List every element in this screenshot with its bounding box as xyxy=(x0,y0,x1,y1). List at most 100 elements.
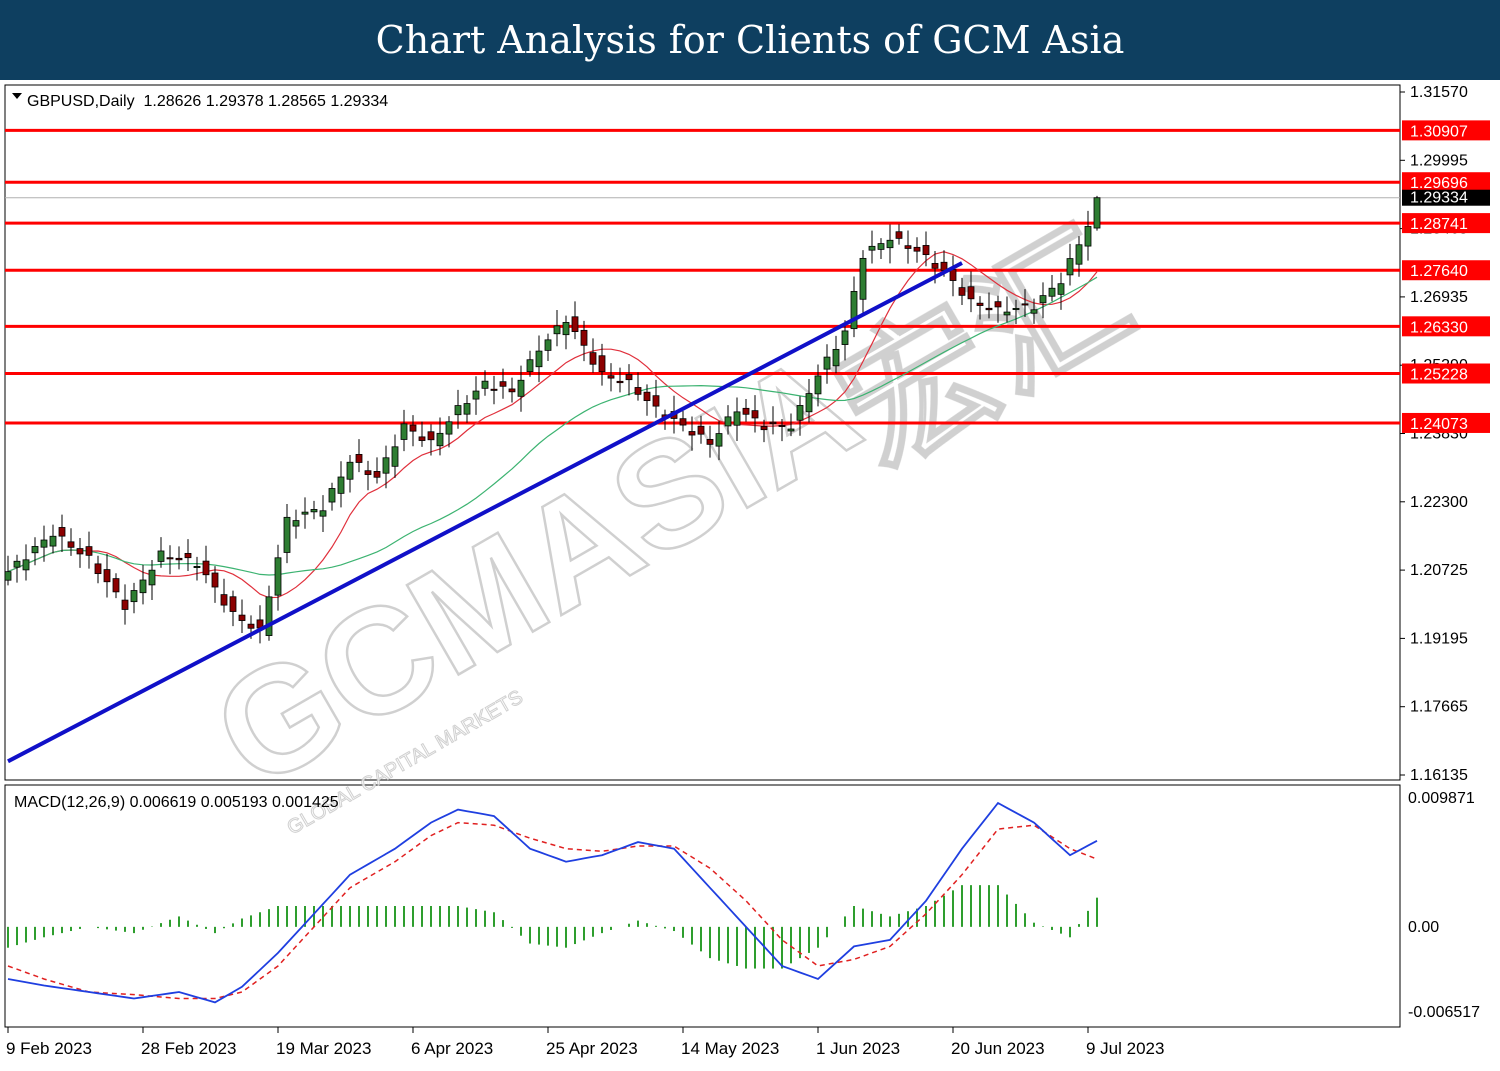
level-label-bg xyxy=(1402,260,1490,281)
candle-bear xyxy=(742,407,750,415)
candle-bear xyxy=(625,374,633,381)
candle-bear xyxy=(967,286,975,300)
candle-bull xyxy=(1012,307,1020,310)
candle-bear xyxy=(904,245,912,249)
level-label: 1.25228 xyxy=(1410,367,1468,384)
candle-bull xyxy=(850,291,858,330)
macd-panel-header: MACD(12,26,9) 0.006619 0.005193 0.001425 xyxy=(14,794,339,811)
candle-bear xyxy=(958,287,966,296)
candle-bear xyxy=(67,541,75,548)
candle-bear xyxy=(418,436,426,441)
candle-bear xyxy=(211,572,219,588)
candle-bull xyxy=(868,245,876,251)
candle-bull xyxy=(1084,226,1092,247)
candle-bull xyxy=(472,390,480,400)
candle-bull xyxy=(553,325,561,335)
candle-bull xyxy=(13,560,21,568)
candle-bear xyxy=(112,578,120,593)
candle-bull xyxy=(301,511,309,515)
candle-bull xyxy=(274,557,282,596)
date-axis-tick-label: 28 Feb 2023 xyxy=(141,1039,236,1058)
date-axis-tick-label: 1 Jun 2023 xyxy=(816,1039,900,1058)
candle-bear xyxy=(229,596,237,612)
candle-bull xyxy=(859,257,867,300)
candle-bull xyxy=(886,239,894,249)
candle-bear xyxy=(706,439,714,445)
candle-bull xyxy=(31,546,39,554)
candle-bull xyxy=(310,509,318,513)
candle-bear xyxy=(760,425,768,431)
chart-canvas: GCMASIA 宏汇 GLOBAL CAPITAL MARKETS 1.3157… xyxy=(4,84,1490,1058)
candle-bull xyxy=(265,596,273,636)
candle-bear xyxy=(94,563,102,575)
candle-bear xyxy=(976,302,984,306)
candle-bull xyxy=(49,535,57,547)
candle-bull xyxy=(328,488,336,503)
candle-bull xyxy=(733,411,741,426)
candle-bear xyxy=(58,527,66,537)
candle-bull xyxy=(454,405,462,416)
current-price-label: 1.29334 xyxy=(1410,190,1468,207)
candle-bear xyxy=(580,329,588,346)
candle-bear xyxy=(643,391,651,402)
candle-bull xyxy=(1003,311,1011,316)
candle-bull xyxy=(715,433,723,447)
candle-bull xyxy=(724,416,732,427)
level-label: 1.27640 xyxy=(1410,263,1468,280)
candle-bull xyxy=(526,359,534,373)
candle-bull xyxy=(436,432,444,447)
candle-bear xyxy=(634,387,642,395)
candle-bull xyxy=(877,243,885,250)
level-label-bg xyxy=(1402,412,1490,433)
candle-bull xyxy=(283,516,291,553)
price-axis-tick-label: 1.31570 xyxy=(1410,84,1468,101)
candle-bull xyxy=(148,569,156,586)
level-label: 1.28741 xyxy=(1410,216,1468,233)
date-axis-tick-label: 14 May 2023 xyxy=(681,1039,779,1058)
date-axis-tick-label: 9 Jul 2023 xyxy=(1086,1039,1164,1058)
candle-bull xyxy=(4,571,12,581)
level-label-bg xyxy=(1402,213,1490,234)
macd-axis-tick-label: -0.006517 xyxy=(1408,1004,1480,1021)
candle-bull xyxy=(193,565,201,568)
candle-bull xyxy=(40,539,48,548)
candle-bear xyxy=(913,246,921,252)
candle-bear xyxy=(589,352,597,365)
candle-bull xyxy=(832,348,840,367)
candle-bear xyxy=(166,557,174,560)
candle-bear xyxy=(931,263,939,269)
level-label: 1.30907 xyxy=(1410,123,1468,140)
candle-bear xyxy=(994,301,1002,308)
candle-bull xyxy=(382,457,390,474)
level-label: 1.26330 xyxy=(1410,319,1468,336)
candle-bear xyxy=(355,454,363,463)
candle-bear xyxy=(616,380,624,384)
candle-bear xyxy=(769,421,777,425)
candle-bull xyxy=(400,423,408,440)
candle-bear xyxy=(238,614,246,621)
candle-bull xyxy=(445,421,453,435)
candle-bear xyxy=(652,395,660,407)
candle-bear xyxy=(688,431,696,436)
macd-main-line xyxy=(7,801,1098,1004)
candle-bear xyxy=(184,552,192,559)
candle-bear xyxy=(103,569,111,583)
candle-bull xyxy=(1093,197,1101,229)
candle-bull xyxy=(796,405,804,421)
candle-bull xyxy=(814,375,822,395)
date-axis-tick-label: 20 Jun 2023 xyxy=(951,1039,1045,1058)
candle-bull xyxy=(292,520,300,527)
level-label-bg xyxy=(1402,316,1490,337)
price-axis-tick-label: 1.20725 xyxy=(1410,562,1468,579)
price-axis-tick-label: 1.17665 xyxy=(1410,699,1468,716)
candle-bear xyxy=(922,245,930,256)
price-panel-header: GBPUSD,Daily 1.28626 1.29378 1.28565 1.2… xyxy=(27,93,388,110)
candle-bull xyxy=(1030,309,1038,314)
macd-signal-line xyxy=(7,821,1098,1000)
candle-bull xyxy=(139,579,147,594)
candle-bear xyxy=(571,316,579,333)
symbol-dropdown-icon[interactable] xyxy=(12,93,22,99)
macd-axis-tick-label: 0.00 xyxy=(1408,919,1439,936)
candle-bull xyxy=(841,330,849,345)
candle-bull xyxy=(391,446,399,467)
